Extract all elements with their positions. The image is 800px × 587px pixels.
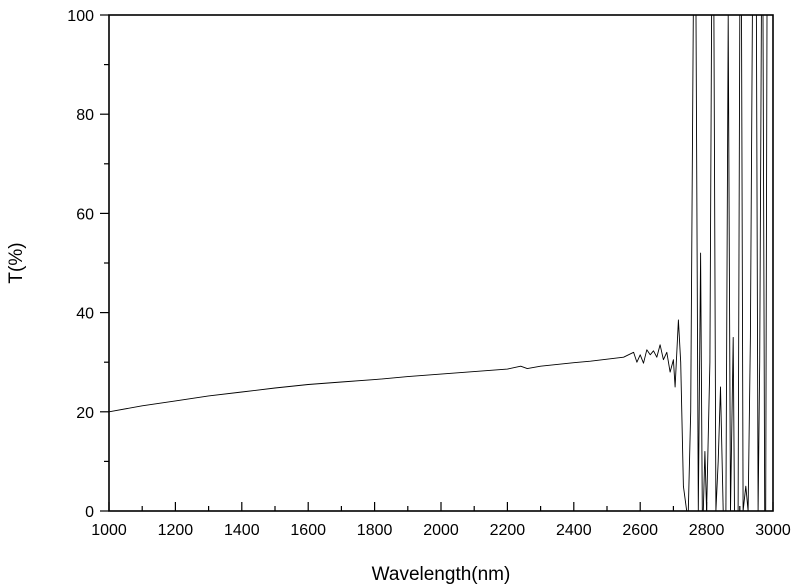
axes: 1000 1200 1400 1600 1800 2000 2200 2400 2600 2800… — [67, 8, 791, 539]
y-tick-label: 80 — [76, 107, 94, 124]
x-tick-label: 1600 — [290, 522, 326, 539]
y-tick-label: 20 — [76, 405, 94, 422]
y-tick-label: 60 — [76, 206, 94, 223]
x-tick-label: 2600 — [622, 522, 658, 539]
x-tick-label: 2200 — [490, 522, 526, 539]
y-axis-label: T(%) — [6, 242, 27, 283]
x-tick-label: 2800 — [689, 522, 725, 539]
y-tick-label: 40 — [76, 306, 94, 323]
x-axis-label: Wavelength(nm) — [372, 564, 511, 585]
x-tick-label: 2000 — [423, 522, 459, 539]
plot-data — [109, 15, 769, 511]
x-tick-label: 1800 — [357, 522, 393, 539]
x-tick-label: 1000 — [91, 522, 127, 539]
x-tick-label: 1200 — [158, 522, 194, 539]
y-tick-label: 0 — [85, 504, 94, 521]
y-tick-label: 100 — [67, 8, 94, 25]
x-tick-label: 3000 — [755, 522, 791, 539]
x-tick-label: 2400 — [556, 522, 592, 539]
x-tick-label: 1400 — [224, 522, 260, 539]
transmittance-line — [109, 15, 769, 511]
plot-frame — [108, 14, 774, 512]
